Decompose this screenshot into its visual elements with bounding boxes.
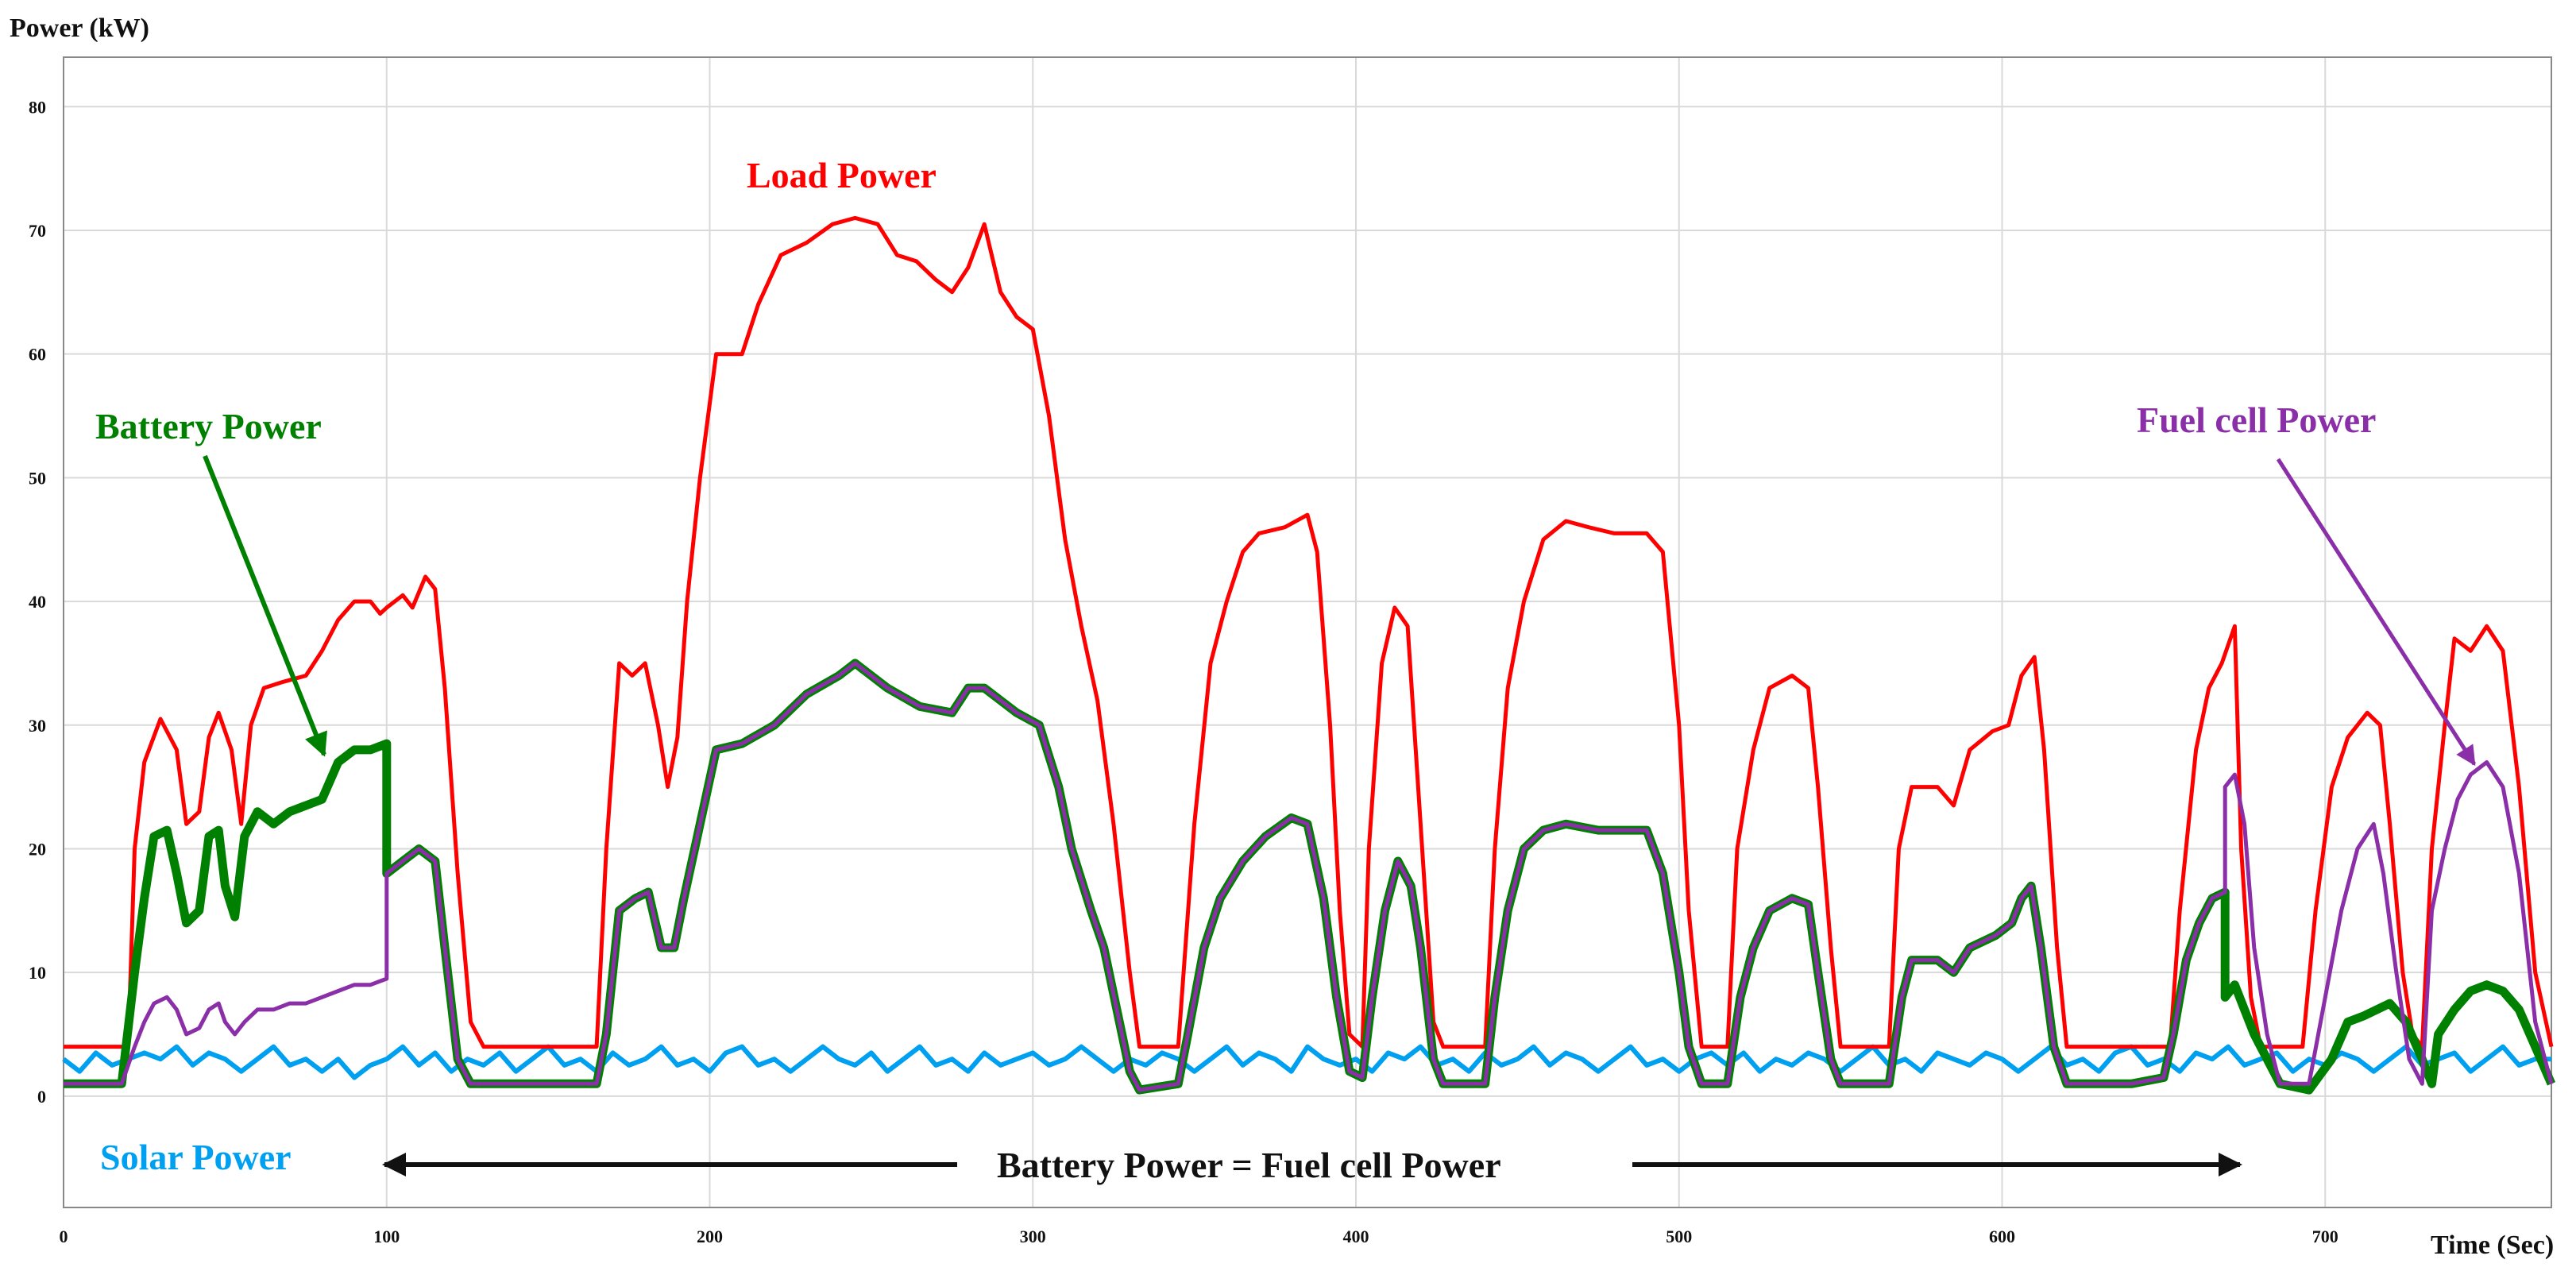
solar-power-line [62, 1044, 2551, 1080]
y-tick-label: 0 [37, 1087, 46, 1107]
x-tick-label: 200 [697, 1227, 723, 1246]
solar-power-label: Solar Power [100, 1137, 292, 1177]
load-power-line [64, 215, 2554, 1049]
battery-power-label: Battery Power [95, 406, 322, 446]
y-tick-label: 20 [29, 839, 46, 859]
x-axis-title: Time (Sec) [2431, 1231, 2554, 1260]
y-tick-label: 70 [29, 221, 46, 241]
x-tick-label: 400 [1343, 1227, 1369, 1246]
y-tick-label: 30 [29, 716, 46, 736]
y-tick-label: 80 [29, 97, 46, 117]
fuelcell-pointer-arrow [2276, 458, 2477, 767]
series-lines [62, 215, 2556, 1095]
x-tick-label: 100 [373, 1227, 400, 1246]
equality-annotation: Battery Power = Fuel cell Power [997, 1145, 1501, 1185]
x-tick-label: 300 [1020, 1227, 1046, 1246]
y-axis-title: Power (kW) [10, 14, 149, 43]
y-tick-label: 50 [29, 468, 46, 488]
x-tick-label: 500 [1666, 1227, 1692, 1246]
plot-frame [63, 56, 2552, 1208]
y-tick-label: 10 [29, 963, 46, 983]
x-tick-label: 600 [1989, 1227, 2015, 1246]
x-tick-label: 0 [60, 1227, 68, 1246]
y-tick-label: 40 [29, 592, 46, 612]
load-power-label: Load Power [747, 155, 937, 195]
tick-labels: 0 100 200 300 400 500 600 700 0 10 20 30 40 50 60 70 80 [29, 97, 2338, 1246]
battery-pointer-arrow [203, 454, 327, 757]
fuel-cell-power-line [64, 661, 2554, 1092]
y-tick-label: 60 [29, 345, 46, 365]
x-tick-label: 700 [2312, 1227, 2338, 1246]
fuelcell-power-label: Fuel cell Power [2137, 400, 2376, 440]
grid-lines [63, 57, 2551, 1207]
